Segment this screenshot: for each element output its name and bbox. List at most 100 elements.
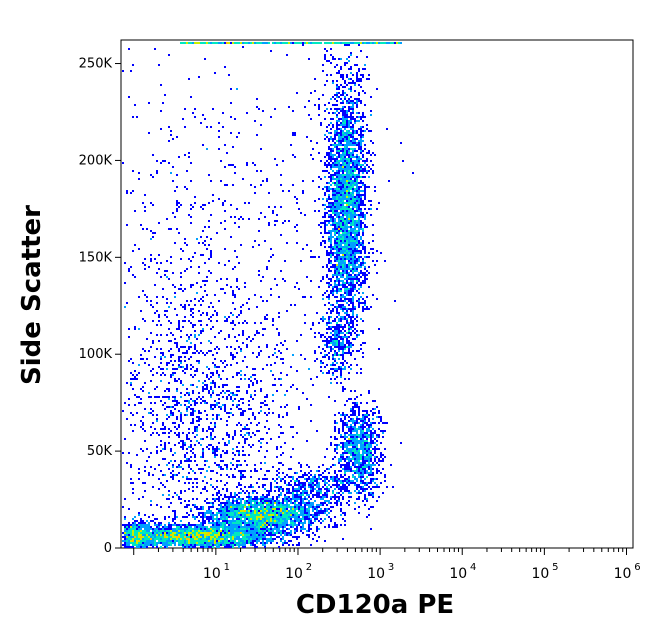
- event-dot: [256, 504, 258, 506]
- event-dot: [358, 304, 360, 306]
- event-dot: [344, 432, 346, 434]
- event-dot: [342, 486, 344, 488]
- event-dot: [340, 454, 342, 456]
- event-dot: [322, 316, 324, 318]
- event-dot: [284, 506, 286, 508]
- event-dot: [342, 126, 344, 128]
- event-dot: [354, 490, 356, 492]
- event-dot: [340, 266, 342, 268]
- event-dot: [332, 194, 334, 196]
- event-dot: [338, 230, 340, 232]
- event-dot: [186, 436, 188, 438]
- event-dot: [344, 198, 346, 200]
- event-dot: [358, 148, 360, 150]
- event-dot: [140, 538, 142, 540]
- event-dot: [338, 300, 340, 302]
- event-dot: [346, 270, 348, 272]
- event-dot: [324, 502, 326, 504]
- event-dot: [218, 536, 220, 538]
- event-dot: [354, 402, 356, 404]
- event-dot: [268, 492, 270, 494]
- event-dot: [350, 116, 352, 118]
- event-dot: [384, 448, 386, 450]
- event-dot: [330, 316, 332, 318]
- event-dot: [162, 422, 164, 424]
- event-dot: [324, 138, 326, 140]
- event-dot: [336, 172, 338, 174]
- event-dot: [344, 452, 346, 454]
- event-dot: [172, 528, 174, 530]
- event-dot: [184, 530, 186, 532]
- event-dot: [366, 274, 368, 276]
- event-dot: [360, 170, 362, 172]
- event-dot: [346, 352, 348, 354]
- event-dot: [198, 528, 200, 530]
- event-dot: [196, 530, 198, 532]
- event-dot: [314, 512, 316, 514]
- event-dot: [364, 188, 366, 190]
- event-dot: [342, 284, 344, 286]
- event-dot: [318, 490, 320, 492]
- event-dot: [350, 122, 352, 124]
- event-dot: [358, 224, 360, 226]
- event-dot: [278, 496, 280, 498]
- event-dot: [170, 536, 172, 538]
- event-dot: [234, 434, 236, 436]
- event-dot: [338, 246, 340, 248]
- event-dot: [236, 514, 238, 516]
- event-dot: [294, 490, 296, 492]
- event-dot: [232, 540, 234, 542]
- event-dot: [372, 142, 374, 144]
- event-dot: [338, 330, 340, 332]
- event-dot: [248, 492, 250, 494]
- event-dot: [218, 374, 220, 376]
- event-dot: [334, 146, 336, 148]
- event-dot: [356, 192, 358, 194]
- event-dot: [166, 540, 168, 542]
- event-dot: [144, 532, 146, 534]
- event-dot: [352, 118, 354, 120]
- event-dot: [296, 492, 298, 494]
- event-dot: [272, 534, 274, 536]
- event-dot: [344, 256, 346, 258]
- event-dot: [354, 440, 356, 442]
- event-dot: [356, 448, 358, 450]
- event-dot: [294, 500, 296, 502]
- event-dot: [226, 518, 228, 520]
- event-dot: [276, 532, 278, 534]
- event-dot: [222, 510, 224, 512]
- event-dot: [342, 424, 344, 426]
- event-dot: [360, 214, 362, 216]
- event-dot: [336, 444, 338, 446]
- event-dot: [362, 292, 364, 294]
- event-dot: [340, 262, 342, 264]
- event-dot: [268, 510, 270, 512]
- event-dot: [238, 540, 240, 542]
- event-dot: [266, 524, 268, 526]
- event-dot: [348, 210, 350, 212]
- event-dot: [352, 80, 354, 82]
- event-dot: [148, 540, 150, 542]
- event-dot: [348, 152, 350, 154]
- event-dot: [344, 188, 346, 190]
- event-dot: [354, 478, 356, 480]
- event-dot: [358, 258, 360, 260]
- event-dot: [328, 132, 330, 134]
- event-dot: [344, 196, 346, 198]
- event-dot: [138, 468, 140, 470]
- event-dot: [282, 538, 284, 540]
- event-dot: [322, 348, 324, 350]
- event-dot: [368, 390, 370, 392]
- event-dot: [344, 264, 346, 266]
- event-dot: [314, 480, 316, 482]
- event-dot: [336, 214, 338, 216]
- event-dot: [162, 534, 164, 536]
- event-dot: [278, 416, 280, 418]
- event-dot: [294, 522, 296, 524]
- event-dot: [324, 350, 326, 352]
- event-dot: [340, 194, 342, 196]
- event-dot: [358, 116, 360, 118]
- event-dot: [318, 506, 320, 508]
- event-dot: [352, 278, 354, 280]
- event-dot: [368, 150, 370, 152]
